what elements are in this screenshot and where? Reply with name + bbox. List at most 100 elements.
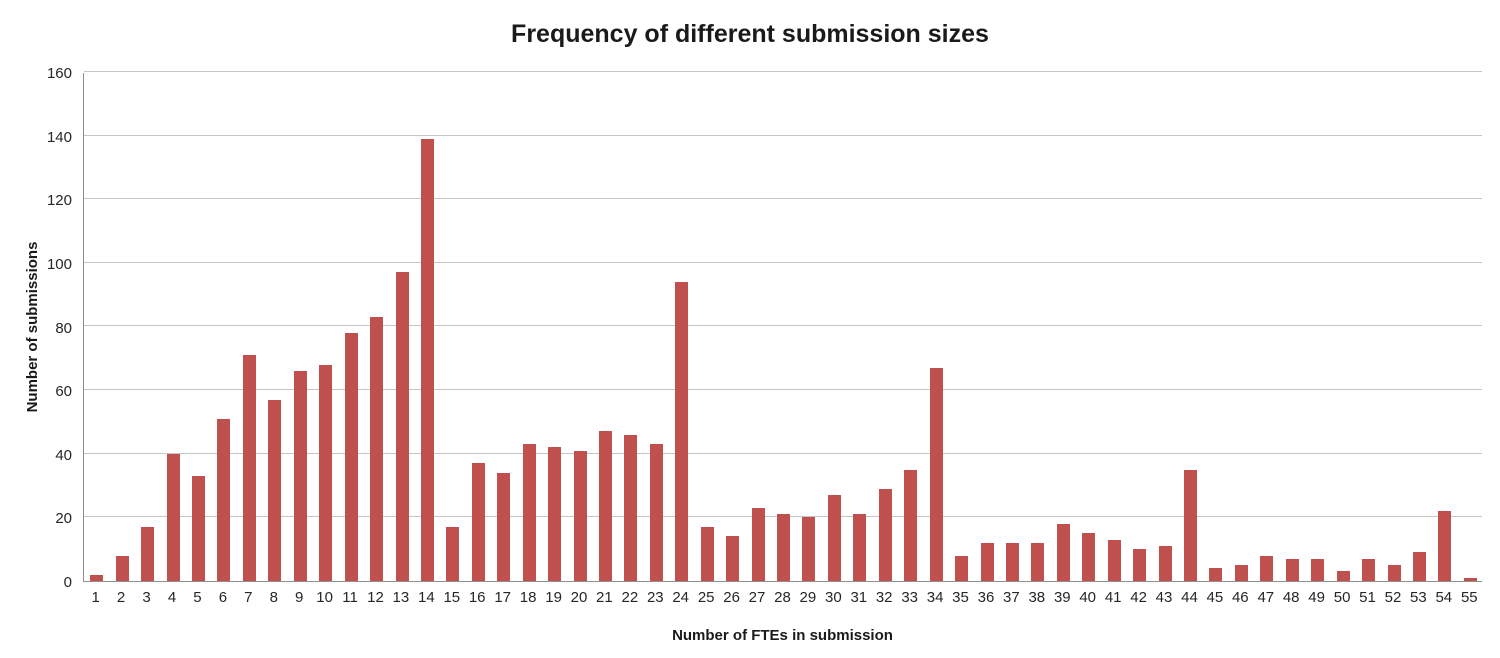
x-tick-label-54: 54 [1435, 589, 1453, 606]
x-tick-label-49: 49 [1308, 589, 1325, 606]
x-tick-label-12: 12 [367, 589, 384, 606]
chart-title: Frequency of different submission sizes [511, 20, 989, 48]
x-tick-label-13: 13 [392, 589, 410, 606]
bar-24 [675, 282, 689, 581]
x-tick-label-43: 43 [1155, 589, 1173, 606]
bar-41 [1107, 540, 1121, 581]
x-tick-label-38: 38 [1028, 589, 1046, 606]
y-tick-label-40: 40 [55, 447, 72, 464]
bar-33 [904, 470, 918, 581]
x-tick-label-45: 45 [1206, 589, 1224, 606]
gridline-80 [84, 325, 1482, 326]
bar-14 [420, 139, 434, 581]
plot-area [83, 71, 1482, 582]
bar-25 [700, 527, 714, 581]
bar-50 [1336, 571, 1350, 581]
gridline-60 [84, 389, 1482, 390]
bar-32 [878, 489, 892, 581]
x-axis-title: Number of FTEs in submission [672, 627, 893, 644]
bar-20 [573, 451, 587, 581]
gridline-100 [84, 262, 1482, 263]
bar-42 [1133, 549, 1147, 581]
bar-51 [1362, 559, 1375, 581]
x-tick-label-18: 18 [519, 589, 537, 606]
x-tick-label-28: 28 [774, 589, 791, 606]
gridline-140 [84, 135, 1482, 136]
bar-17 [497, 473, 511, 581]
bar-8 [268, 400, 282, 581]
bar-34 [929, 368, 943, 581]
bar-31 [853, 514, 867, 581]
bar-55 [1463, 578, 1477, 581]
bar-35 [955, 556, 969, 581]
y-tick-label-120: 120 [46, 192, 72, 209]
bar-22 [624, 435, 638, 581]
bar-30 [827, 495, 841, 581]
bar-4 [166, 454, 180, 581]
bar-5 [192, 476, 205, 581]
y-tick-label-80: 80 [55, 320, 72, 337]
y-tick-label-60: 60 [55, 383, 72, 400]
bar-27 [751, 508, 765, 581]
bar-40 [1082, 533, 1096, 581]
x-tick-label-3: 3 [142, 589, 151, 606]
x-tick-label-2: 2 [116, 589, 126, 606]
x-tick-label-15: 15 [443, 589, 461, 606]
gridline-120 [84, 198, 1482, 199]
x-tick-label-16: 16 [468, 589, 486, 606]
bar-37 [1005, 543, 1019, 581]
x-tick-label-33: 33 [901, 589, 919, 606]
bar-54 [1438, 511, 1452, 581]
gridline-40 [84, 453, 1482, 454]
y-tick-label-160: 160 [46, 65, 72, 82]
x-tick-label-41: 41 [1104, 589, 1122, 606]
bar-12 [370, 317, 383, 581]
x-tick-label-51: 51 [1359, 589, 1376, 606]
x-tick-label-25: 25 [697, 589, 715, 606]
x-tick-label-19: 19 [545, 589, 562, 606]
bar-43 [1158, 546, 1172, 581]
x-tick-label-21: 21 [596, 589, 613, 606]
bar-45 [1209, 568, 1223, 581]
x-tick-label-20: 20 [570, 589, 588, 606]
bar-39 [1056, 524, 1070, 581]
bar-46 [1234, 565, 1248, 581]
x-tick-label-9: 9 [295, 589, 304, 606]
x-tick-label-48: 48 [1282, 589, 1300, 606]
bar-3 [141, 527, 155, 581]
bar-1 [90, 575, 104, 581]
x-tick-label-10: 10 [316, 589, 333, 606]
bar-7 [242, 355, 256, 581]
bar-28 [777, 514, 790, 581]
x-tick-label-22: 22 [621, 589, 639, 606]
bar-29 [802, 517, 816, 581]
bar-15 [446, 527, 460, 581]
bar-47 [1260, 556, 1274, 581]
bar-10 [319, 365, 333, 581]
bar-23 [649, 444, 663, 581]
x-tick-label-31: 31 [850, 589, 868, 606]
x-tick-label-34: 34 [926, 589, 944, 606]
bar-36 [980, 543, 994, 581]
x-tick-label-37: 37 [1003, 589, 1020, 606]
y-tick-label-140: 140 [46, 129, 72, 146]
x-tick-label-7: 7 [244, 589, 253, 606]
bar-16 [471, 463, 485, 581]
x-tick-label-44: 44 [1181, 589, 1198, 606]
y-tick-label-20: 20 [55, 510, 72, 527]
x-tick-label-35: 35 [952, 589, 969, 606]
bar-18 [522, 444, 536, 581]
bar-52 [1387, 565, 1401, 581]
x-tick-label-23: 23 [646, 589, 664, 606]
x-tick-label-50: 50 [1333, 589, 1351, 606]
x-tick-label-26: 26 [723, 589, 740, 606]
x-tick-label-42: 42 [1130, 589, 1147, 606]
y-tick-label-0: 0 [63, 574, 72, 591]
bar-11 [344, 333, 358, 581]
x-tick-label-53: 53 [1410, 589, 1427, 606]
x-tick-label-40: 40 [1079, 589, 1097, 606]
bar-6 [217, 419, 231, 581]
x-tick-label-39: 39 [1053, 589, 1071, 606]
x-tick-label-55: 55 [1460, 589, 1478, 606]
bar-26 [726, 536, 740, 581]
